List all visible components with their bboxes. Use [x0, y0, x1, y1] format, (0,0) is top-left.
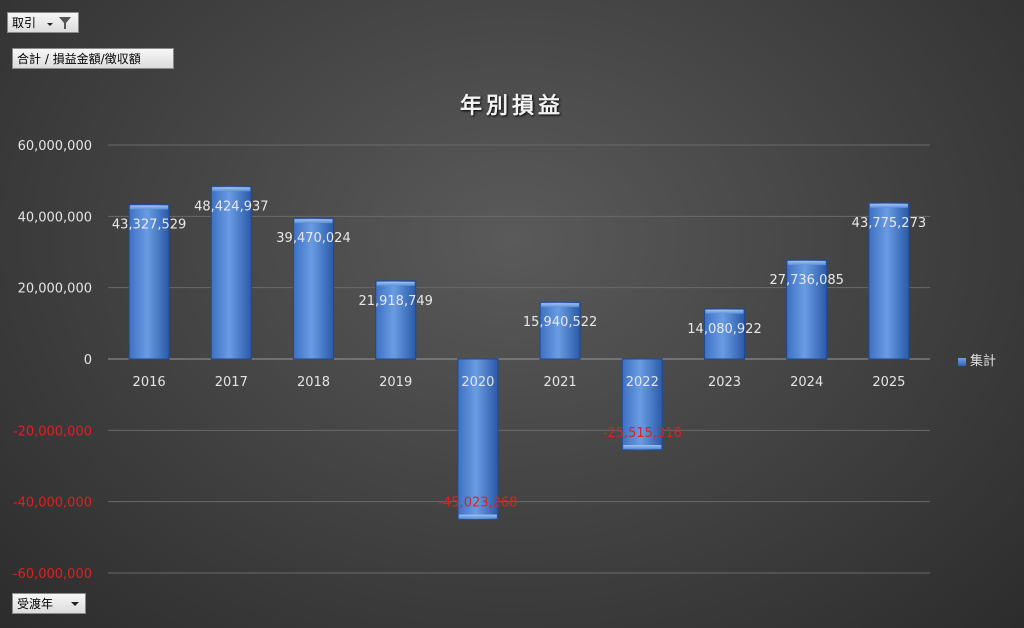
x-tick-label: 2023 [708, 375, 741, 390]
y-tick-label: 40,000,000 [18, 210, 92, 225]
y-tick-label: 20,000,000 [18, 282, 92, 297]
bar-2016[interactable] [128, 203, 170, 360]
y-tick-label: 60,000,000 [18, 139, 92, 154]
bar-bevel [130, 205, 169, 210]
filter-field-button[interactable]: 取引 [7, 12, 79, 33]
bar-2021[interactable] [539, 301, 581, 360]
x-tick-label: 2017 [215, 375, 248, 390]
bar-bevel [705, 309, 744, 314]
value-field-label: 合計 / 損益金額/徴収額 [17, 52, 141, 66]
data-label: 14,080,922 [687, 322, 761, 337]
x-tick-label: 2025 [872, 375, 905, 390]
chevron-down-icon [71, 602, 79, 606]
bar-2017[interactable] [210, 185, 252, 360]
bar-2024[interactable] [786, 259, 828, 360]
bar-2020[interactable] [457, 358, 499, 521]
legend-swatch [958, 357, 966, 366]
bar-2019[interactable] [375, 280, 417, 360]
x-tick-label: 2020 [461, 375, 494, 390]
bar-bevel [541, 303, 580, 308]
bar-bevel [787, 261, 826, 266]
data-label: -25,515,316 [603, 426, 682, 441]
y-tick-label: -20,000,000 [13, 424, 92, 439]
data-label: 39,470,024 [276, 231, 350, 246]
data-label: -45,023,268 [438, 496, 517, 511]
data-label: 43,775,273 [852, 216, 926, 231]
data-label: 15,940,522 [523, 315, 597, 330]
bar-bevel [212, 187, 251, 192]
filter-icon [59, 17, 71, 29]
bar-bevel [458, 514, 497, 519]
bar-2022[interactable] [621, 358, 663, 451]
y-tick-label: 0 [84, 353, 92, 368]
data-label: 27,736,085 [769, 273, 843, 288]
bar-bevel [623, 445, 662, 450]
legend-series-name: 集計 [970, 354, 997, 369]
value-field-button[interactable]: 合計 / 損益金額/徴収額 [12, 48, 174, 69]
x-tick-label: 2021 [544, 375, 577, 390]
bar-bevel [376, 281, 415, 286]
chart-legend: 集計 [958, 350, 996, 369]
bar-bevel [294, 219, 333, 224]
data-label: 21,918,749 [358, 294, 432, 309]
y-tick-label: -60,000,000 [13, 567, 92, 582]
x-tick-label: 2024 [790, 375, 823, 390]
x-tick-label: 2022 [626, 375, 659, 390]
filter-field-label: 取引 [12, 16, 37, 30]
x-tick-label: 2018 [297, 375, 330, 390]
x-tick-label: 2019 [379, 375, 412, 390]
dropdown-arrow-icon [47, 23, 53, 26]
bar-2025[interactable] [868, 202, 910, 360]
x-tick-label: 2016 [133, 375, 166, 390]
y-tick-label: -40,000,000 [13, 496, 92, 511]
bar-bevel [869, 203, 908, 208]
data-label: 43,327,529 [112, 217, 186, 232]
data-label: 48,424,937 [194, 199, 268, 214]
bar-2018[interactable] [293, 217, 334, 360]
axis-field-label: 受渡年 [17, 597, 54, 611]
bar-2023[interactable] [704, 308, 745, 360]
axis-field-button[interactable]: 受渡年 [12, 593, 86, 614]
chart-title: 年別損益 [459, 94, 564, 119]
